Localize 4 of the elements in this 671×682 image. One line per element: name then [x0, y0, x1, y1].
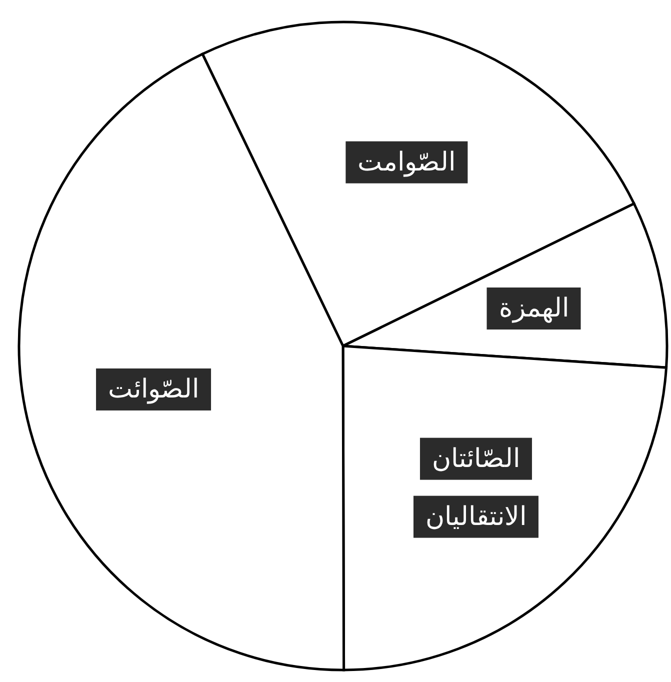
slice-label: الهمزة — [498, 294, 569, 324]
slice-label: الصّائتان الانتقاليان — [425, 444, 526, 532]
slice-label: الصّوائت — [108, 374, 200, 404]
slice-label: الصّوامت — [358, 147, 456, 178]
